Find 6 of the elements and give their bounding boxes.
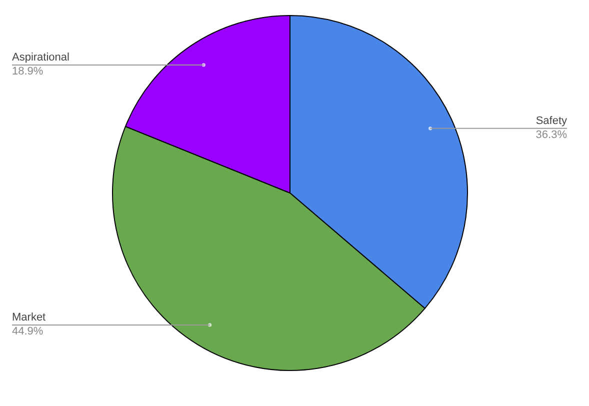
slice-label: Aspirational xyxy=(12,51,70,64)
data-label: 44.9% xyxy=(12,325,44,338)
data-label: 18.9% xyxy=(12,65,44,78)
data-label: 36.3% xyxy=(536,128,568,141)
slice-label: Market xyxy=(12,311,46,324)
slice-label: Safety xyxy=(536,114,568,127)
